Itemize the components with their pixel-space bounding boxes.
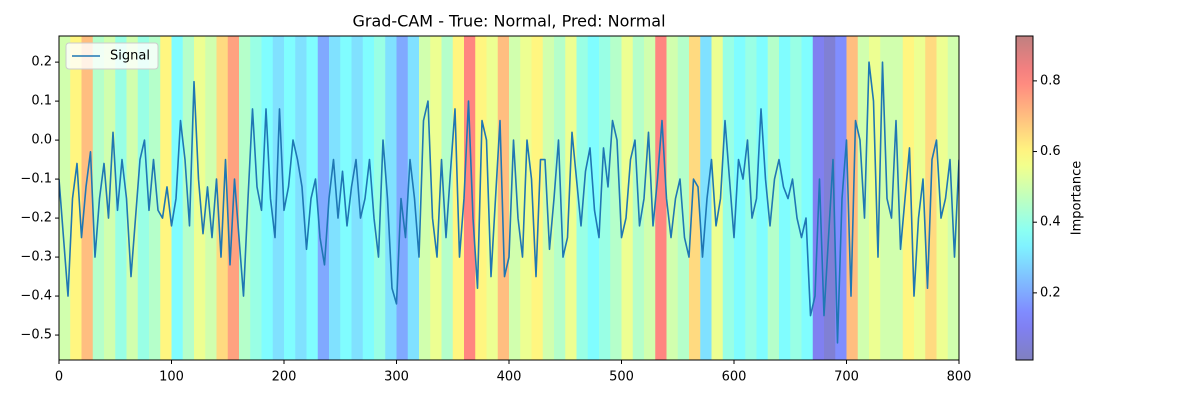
importance-band [239,36,251,360]
importance-band [767,36,780,360]
importance-band [801,36,814,360]
importance-band [734,36,746,360]
importance-band [81,36,94,360]
importance-band [947,36,959,360]
importance-band [497,36,510,360]
importance-band [329,36,341,360]
importance-band [430,36,442,360]
importance-band [171,36,184,360]
legend: Signal [65,42,159,70]
importance-band [666,36,679,360]
importance-band [835,36,847,360]
importance-band [554,36,566,360]
y-tick-label: −0.1 [20,172,52,187]
y-tick-label: −0.2 [20,211,52,226]
importance-band [452,36,465,360]
importance-band [610,36,622,360]
colorbar-tick-label: 0.4 [1040,215,1061,230]
x-tick-label: 800 [947,370,972,385]
importance-band [711,36,724,360]
importance-band [824,36,836,360]
y-tick-label: 0.1 [31,94,52,109]
x-tick-label: 0 [55,370,63,385]
importance-band [655,36,667,360]
colorbar-tick-label: 0.6 [1040,144,1061,159]
importance-band [149,36,161,360]
legend-box [65,42,159,70]
importance-band [599,36,611,360]
y-tick-label: 0.2 [31,55,52,70]
x-tick-label: 100 [159,370,184,385]
importance-band [441,36,454,360]
importance-band [205,36,217,360]
importance-band [374,36,386,360]
legend-label: Signal [110,49,150,64]
importance-band [317,36,330,360]
colorbar-tick-label: 0.2 [1040,285,1061,300]
importance-band [576,36,589,360]
importance-band [396,36,409,360]
importance-band [756,36,769,360]
x-tick-label: 500 [609,370,634,385]
importance-band [880,36,892,360]
importance-band [790,36,802,360]
y-tick-label: −0.4 [20,289,52,304]
importance-band [261,36,274,360]
importance-band [700,36,712,360]
importance-band [644,36,656,360]
x-tick-label: 700 [834,370,859,385]
importance-band [272,36,285,360]
importance-band [722,36,735,360]
plot-area [59,36,959,360]
importance-band [137,36,150,360]
importance-band [59,36,71,360]
importance-band [306,36,319,360]
importance-band [407,36,420,360]
importance-band [677,36,690,360]
importance-band [385,36,397,360]
importance-band [284,36,296,360]
importance-band [126,36,139,360]
importance-band [779,36,791,360]
importance-band [520,36,532,360]
importance-band [846,36,859,360]
x-tick-label: 400 [497,370,522,385]
importance-band [531,36,544,360]
importance-band [914,36,926,360]
importance-band [869,36,881,360]
y-tick-label: −0.3 [20,250,52,265]
importance-band [216,36,229,360]
x-tick-label: 300 [384,370,409,385]
y-tick-label: −0.5 [20,328,52,343]
importance-band [419,36,431,360]
colorbar-tick-label: 0.8 [1040,73,1061,88]
colorbar [1015,35,1034,361]
importance-band [475,36,487,360]
importance-band [509,36,521,360]
importance-band [295,36,307,360]
x-tick-label: 200 [272,370,297,385]
chart-title: Grad-CAM - True: Normal, Pred: Normal [352,12,665,31]
importance-band [565,36,577,360]
importance-band [891,36,904,360]
importance-band [542,36,555,360]
colorbar-label: Importance [1070,161,1085,236]
importance-band [115,36,127,360]
signal-line [59,61,959,344]
y-tick-label: 0.0 [31,133,52,148]
importance-band [182,36,195,360]
importance-band [70,36,82,360]
importance-band [92,36,105,360]
importance-band [351,36,364,360]
x-tick-label: 600 [722,370,747,385]
importance-band [902,36,915,360]
importance-band [464,36,476,360]
importance-band [689,36,701,360]
importance-band [340,36,352,360]
importance-band [486,36,499,360]
importance-band [362,36,375,360]
importance-band [250,36,262,360]
importance-band [936,36,949,360]
